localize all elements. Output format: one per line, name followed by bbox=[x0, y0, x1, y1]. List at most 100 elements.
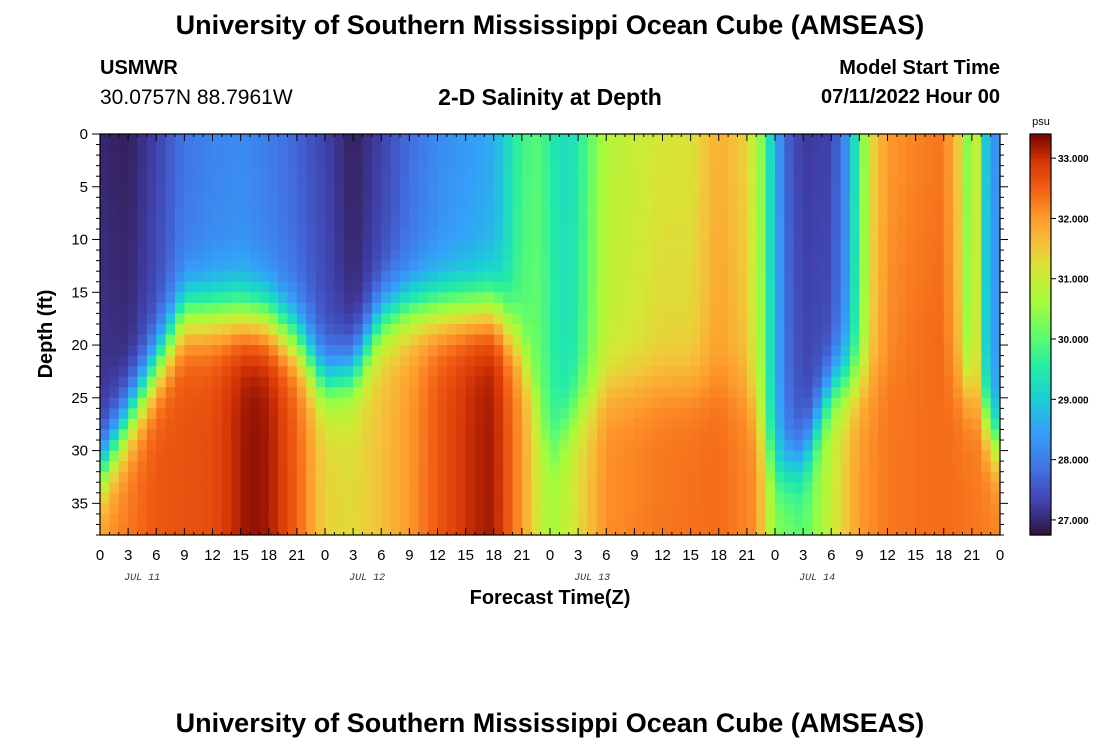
heatmap-cell bbox=[756, 376, 767, 388]
heatmap-cell bbox=[746, 292, 757, 304]
heatmap-cell bbox=[596, 218, 607, 230]
heatmap-cell bbox=[784, 176, 795, 188]
heatmap-cell bbox=[531, 429, 542, 441]
heatmap-cell bbox=[634, 207, 645, 220]
station-coordinates: 30.0757N 88.7961W bbox=[100, 86, 293, 109]
heatmap-cell bbox=[212, 524, 223, 535]
heatmap-cell bbox=[231, 334, 242, 346]
heatmap-cell bbox=[296, 302, 307, 314]
heatmap-cell bbox=[971, 165, 982, 177]
heatmap-cell bbox=[334, 355, 345, 367]
heatmap-cell bbox=[437, 387, 448, 399]
heatmap-cell bbox=[718, 503, 729, 515]
heatmap-cell bbox=[128, 144, 139, 156]
heatmap-cell bbox=[400, 228, 410, 241]
heatmap-cell bbox=[100, 250, 110, 262]
heatmap-cell bbox=[109, 186, 120, 198]
heatmap-cell bbox=[118, 313, 129, 325]
heatmap-cell bbox=[296, 418, 307, 431]
heatmap-cell bbox=[775, 366, 785, 378]
heatmap-cell bbox=[578, 144, 589, 156]
heatmap-cell bbox=[409, 397, 420, 409]
heatmap-cell bbox=[390, 218, 401, 230]
heatmap-cell bbox=[662, 271, 673, 283]
heatmap-cell bbox=[381, 197, 392, 209]
heatmap-cell bbox=[821, 228, 832, 241]
heatmap-cell bbox=[371, 387, 382, 399]
heatmap-cell bbox=[990, 186, 1000, 198]
heatmap-cell bbox=[690, 165, 701, 177]
heatmap-cell bbox=[334, 239, 345, 251]
heatmap-cell bbox=[690, 376, 701, 388]
heatmap-cell bbox=[381, 492, 392, 504]
heatmap-cell bbox=[643, 461, 654, 473]
heatmap-cell bbox=[943, 260, 954, 272]
heatmap-cell bbox=[559, 429, 570, 441]
heatmap-cell bbox=[118, 492, 129, 504]
heatmap-cell bbox=[268, 271, 279, 283]
heatmap-cell bbox=[578, 429, 589, 441]
heatmap-cell bbox=[887, 250, 898, 262]
heatmap-cell bbox=[212, 513, 223, 526]
heatmap-cell bbox=[137, 250, 148, 262]
heatmap-cell bbox=[728, 323, 739, 336]
heatmap-cell bbox=[306, 218, 317, 230]
heatmap-cell bbox=[981, 323, 992, 336]
heatmap-cell bbox=[484, 471, 495, 483]
heatmap-cell bbox=[653, 197, 664, 209]
heatmap-cell bbox=[756, 271, 767, 283]
heatmap-cell bbox=[971, 144, 982, 156]
heatmap-cell bbox=[353, 155, 364, 167]
heatmap-cell bbox=[540, 513, 551, 526]
heatmap-cell bbox=[446, 429, 457, 441]
heatmap-cell bbox=[850, 513, 860, 526]
heatmap-cell bbox=[859, 418, 870, 431]
heatmap-cell bbox=[934, 408, 945, 420]
heatmap-cell bbox=[175, 197, 185, 209]
heatmap-cell bbox=[287, 397, 298, 409]
heatmap-cell bbox=[353, 281, 364, 293]
heatmap-cell bbox=[793, 397, 804, 409]
heatmap-cell bbox=[840, 176, 851, 188]
heatmap-cell bbox=[165, 334, 176, 346]
heatmap-cell bbox=[981, 197, 992, 209]
heatmap-cell bbox=[371, 471, 382, 483]
heatmap-cell bbox=[306, 376, 317, 388]
heatmap-cell bbox=[981, 165, 992, 177]
heatmap-cell bbox=[765, 440, 776, 452]
heatmap-cell bbox=[587, 429, 598, 441]
heatmap-cell bbox=[353, 355, 364, 367]
heatmap-cell bbox=[259, 345, 270, 357]
heatmap-cell bbox=[934, 440, 945, 452]
heatmap-cell bbox=[700, 197, 710, 209]
heatmap-cell bbox=[821, 302, 832, 314]
colorbar-segment bbox=[1030, 364, 1051, 369]
heatmap-cell bbox=[137, 513, 148, 526]
heatmap-cell bbox=[662, 176, 673, 188]
heatmap-cell bbox=[690, 155, 701, 167]
heatmap-cell bbox=[971, 524, 982, 535]
heatmap-cell bbox=[175, 408, 185, 420]
heatmap-cell bbox=[465, 271, 476, 283]
heatmap-cell bbox=[756, 450, 767, 462]
heatmap-cell bbox=[203, 482, 214, 494]
heatmap-cell bbox=[690, 207, 701, 220]
heatmap-cell bbox=[165, 323, 176, 336]
heatmap-cell bbox=[643, 134, 654, 146]
heatmap-cell bbox=[203, 366, 214, 378]
heatmap-cell bbox=[334, 323, 345, 336]
heatmap-cell bbox=[606, 461, 617, 473]
heatmap-cell bbox=[662, 513, 673, 526]
heatmap-cell bbox=[362, 429, 373, 441]
heatmap-cell bbox=[784, 387, 795, 399]
heatmap-cell bbox=[137, 197, 148, 209]
heatmap-cell bbox=[475, 292, 485, 304]
heatmap-cell bbox=[690, 429, 701, 441]
colorbar-segment bbox=[1030, 250, 1051, 255]
heatmap-cell bbox=[662, 197, 673, 209]
heatmap-cell bbox=[775, 207, 785, 220]
heatmap-cell bbox=[437, 471, 448, 483]
heatmap-cell bbox=[700, 482, 710, 494]
heatmap-cell bbox=[943, 302, 954, 314]
heatmap-cell bbox=[596, 355, 607, 367]
